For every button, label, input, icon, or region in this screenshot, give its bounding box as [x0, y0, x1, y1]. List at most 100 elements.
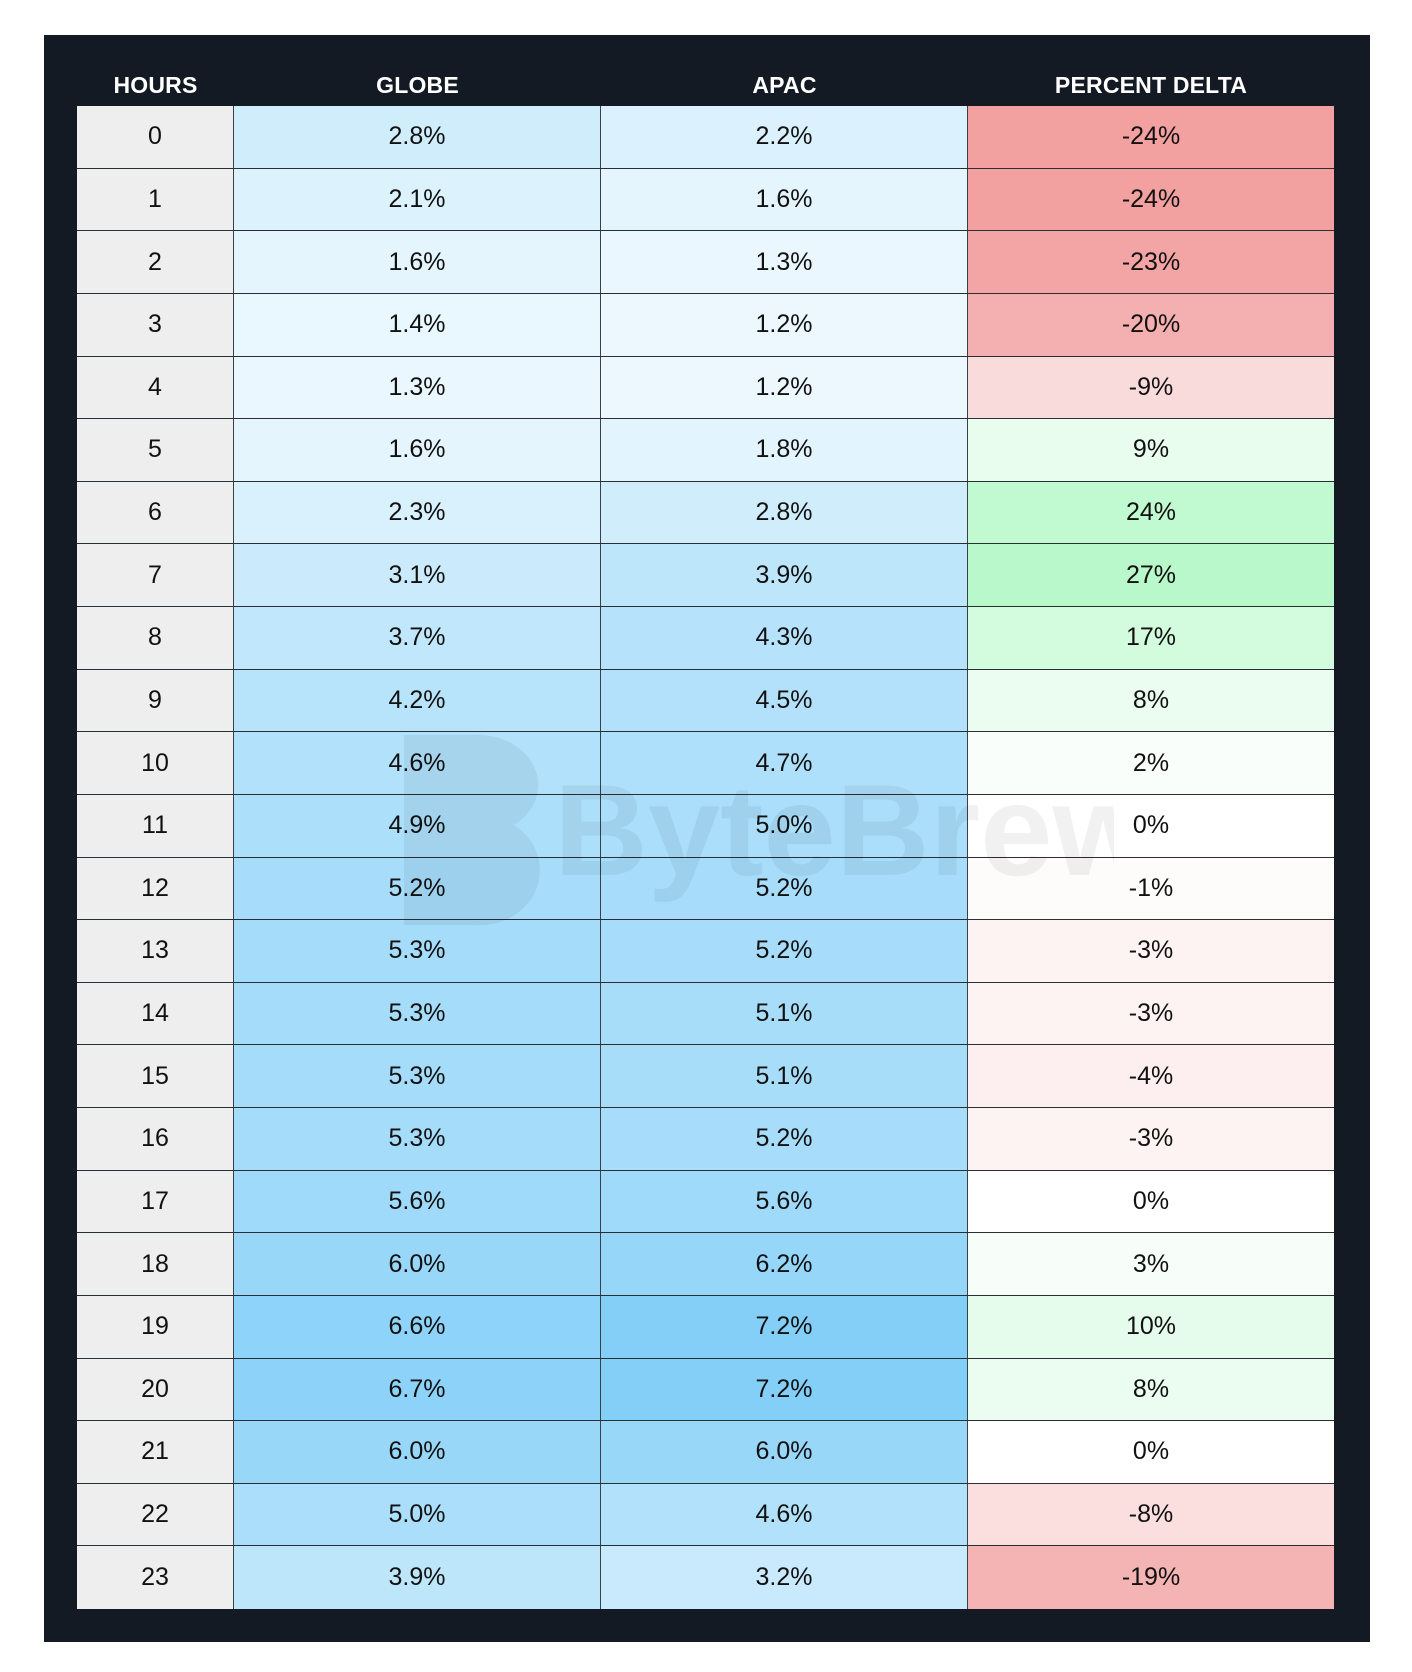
globe-cell: 4.9% — [234, 794, 601, 857]
hours-cell: 22 — [77, 1483, 234, 1546]
apac-cell: 6.2% — [601, 1233, 968, 1295]
header-apac: APAC — [752, 72, 817, 98]
globe-cell: 2.8% — [234, 106, 601, 168]
hours-cell: 14 — [77, 982, 234, 1045]
hours-cell: 13 — [77, 920, 234, 982]
apac-cell: 2.8% — [601, 481, 968, 544]
apac-cell: 1.6% — [601, 168, 968, 231]
percent-delta-cell: -3% — [968, 920, 1334, 982]
percent-delta-cell: -1% — [968, 857, 1334, 920]
hours-cell: 9 — [77, 669, 234, 732]
globe-cell: 3.7% — [234, 607, 601, 669]
table-row: 14 5.3% 5.1% -3% — [77, 982, 1334, 1046]
hours-cell: 3 — [77, 293, 234, 356]
hours-cell: 11 — [77, 794, 234, 857]
percent-delta-cell: 0% — [968, 1170, 1334, 1233]
hours-cell: 16 — [77, 1108, 234, 1170]
hours-cell: 5 — [77, 419, 234, 481]
table-row: 9 4.2% 4.5% 8% — [77, 669, 1334, 733]
globe-cell: 3.9% — [234, 1546, 601, 1609]
table-row: 4 1.3% 1.2% -9% — [77, 356, 1334, 420]
globe-cell: 3.1% — [234, 544, 601, 606]
percent-delta-cell: 0% — [968, 1421, 1334, 1483]
hours-cell: 6 — [77, 481, 234, 544]
hours-cell: 17 — [77, 1170, 234, 1233]
table-row: 6 2.3% 2.8% 24% — [77, 481, 1334, 545]
hours-cell: 19 — [77, 1295, 234, 1358]
table-row: 16 5.3% 5.2% -3% — [77, 1108, 1334, 1171]
hours-cell: 21 — [77, 1421, 234, 1483]
table-row: 0 2.8% 2.2% -24% — [77, 106, 1334, 169]
apac-cell: 5.2% — [601, 920, 968, 982]
table-row: 3 1.4% 1.2% -20% — [77, 293, 1334, 357]
globe-cell: 5.3% — [234, 1108, 601, 1170]
hours-cell: 15 — [77, 1045, 234, 1107]
apac-cell: 1.8% — [601, 419, 968, 481]
apac-cell: 4.6% — [601, 1483, 968, 1546]
globe-cell: 4.2% — [234, 669, 601, 732]
apac-cell: 4.5% — [601, 669, 968, 732]
apac-cell: 1.2% — [601, 356, 968, 419]
apac-cell: 3.9% — [601, 544, 968, 606]
percent-delta-cell: -3% — [968, 1108, 1334, 1170]
hours-cell: 12 — [77, 857, 234, 920]
globe-cell: 5.6% — [234, 1170, 601, 1233]
apac-cell: 7.2% — [601, 1358, 968, 1421]
percent-delta-cell: -19% — [968, 1546, 1334, 1609]
globe-cell: 5.3% — [234, 920, 601, 982]
hours-cell: 20 — [77, 1358, 234, 1421]
table-row: 17 5.6% 5.6% 0% — [77, 1170, 1334, 1234]
globe-cell: 5.0% — [234, 1483, 601, 1546]
table-body: 0 2.8% 2.2% -24% 1 2.1% 1.6% -24% 2 1.6% 1.3% -23% 3… — [77, 106, 1334, 1609]
percent-delta-cell: -20% — [968, 293, 1334, 356]
percent-delta-cell: 2% — [968, 732, 1334, 794]
table-row: 13 5.3% 5.2% -3% — [77, 920, 1334, 983]
percent-delta-cell: -4% — [968, 1045, 1334, 1107]
apac-cell: 5.6% — [601, 1170, 968, 1233]
table-row: 10 4.6% 4.7% 2% — [77, 732, 1334, 795]
percent-delta-cell: -3% — [968, 982, 1334, 1045]
percent-delta-cell: 8% — [968, 669, 1334, 732]
globe-cell: 5.2% — [234, 857, 601, 920]
hours-cell: 0 — [77, 106, 234, 168]
apac-cell: 6.0% — [601, 1421, 968, 1483]
percent-delta-cell: 9% — [968, 419, 1334, 481]
table-row: 18 6.0% 6.2% 3% — [77, 1233, 1334, 1296]
percent-delta-cell: 24% — [968, 481, 1334, 544]
globe-cell: 5.3% — [234, 1045, 601, 1107]
hours-cell: 1 — [77, 168, 234, 231]
apac-cell: 3.2% — [601, 1546, 968, 1609]
apac-cell: 1.3% — [601, 231, 968, 293]
table-row: 15 5.3% 5.1% -4% — [77, 1045, 1334, 1108]
percent-delta-cell: 17% — [968, 607, 1334, 669]
table-row: 20 6.7% 7.2% 8% — [77, 1358, 1334, 1422]
globe-cell: 6.0% — [234, 1233, 601, 1295]
apac-cell: 7.2% — [601, 1295, 968, 1358]
apac-cell: 5.1% — [601, 982, 968, 1045]
hours-cell: 10 — [77, 732, 234, 794]
percent-delta-cell: -23% — [968, 231, 1334, 293]
hours-cell: 23 — [77, 1546, 234, 1609]
apac-cell: 2.2% — [601, 106, 968, 168]
hours-cell: 4 — [77, 356, 234, 419]
globe-cell: 1.6% — [234, 419, 601, 481]
globe-cell: 2.1% — [234, 168, 601, 231]
globe-cell: 5.3% — [234, 982, 601, 1045]
table-row: 23 3.9% 3.2% -19% — [77, 1546, 1334, 1609]
table-row: 22 5.0% 4.6% -8% — [77, 1483, 1334, 1547]
apac-cell: 5.0% — [601, 794, 968, 857]
table-panel: HOURS GLOBE APAC PERCENT DELTA 0 2.8% 2.2%… — [44, 35, 1370, 1642]
hours-cell: 8 — [77, 607, 234, 669]
percent-delta-cell: 27% — [968, 544, 1334, 606]
percent-delta-cell: 0% — [968, 794, 1334, 857]
hours-cell: 18 — [77, 1233, 234, 1295]
table-row: 2 1.6% 1.3% -23% — [77, 231, 1334, 294]
apac-cell: 4.3% — [601, 607, 968, 669]
hours-cell: 2 — [77, 231, 234, 293]
header-hours: HOURS — [113, 72, 198, 98]
header-globe: GLOBE — [376, 72, 459, 98]
percent-delta-cell: 10% — [968, 1295, 1334, 1358]
globe-cell: 6.7% — [234, 1358, 601, 1421]
table-row: 7 3.1% 3.9% 27% — [77, 544, 1334, 607]
apac-cell: 5.2% — [601, 1108, 968, 1170]
